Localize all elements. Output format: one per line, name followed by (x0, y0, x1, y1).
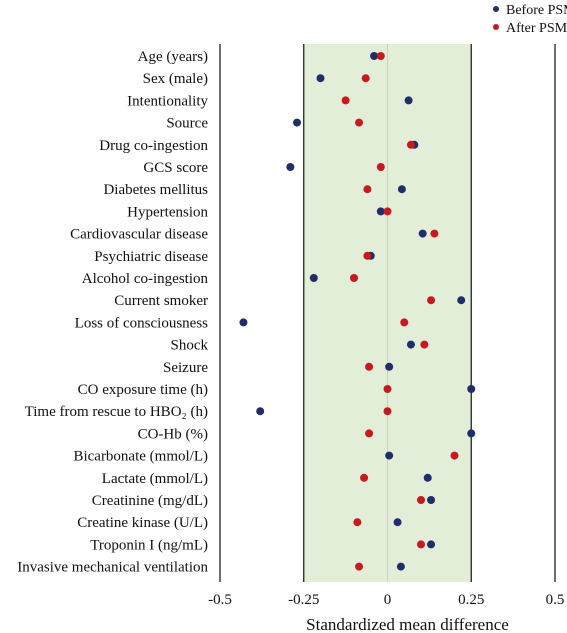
after-psm-point (420, 340, 429, 349)
after-psm-point (363, 251, 372, 260)
before-psm-point (467, 429, 476, 438)
before-psm-point (286, 163, 295, 171)
variable-label: Shock (171, 338, 209, 354)
variable-label: Bicarbonate (mmol/L) (73, 449, 208, 465)
before-psm-point (376, 207, 385, 216)
variable-label: Seizure (163, 360, 208, 376)
x-axis-label: Standardized mean difference (306, 615, 509, 633)
after-psm-point (355, 562, 364, 571)
before-psm-point (404, 96, 413, 105)
after-psm-point (427, 296, 436, 305)
variable-label: Psychiatric disease (94, 249, 208, 265)
before-psm-point (385, 451, 394, 460)
after-psm-point (450, 451, 459, 460)
legend-label: Before PSM (506, 3, 567, 18)
before-psm-point (397, 185, 406, 194)
before-psm-point (427, 496, 436, 504)
before-psm-point (370, 52, 379, 60)
after-psm-point (376, 163, 385, 171)
variable-label: Drug co-ingestion (99, 138, 208, 154)
before-psm-point (393, 518, 402, 527)
legend-marker (493, 24, 499, 30)
before-psm-point (316, 74, 325, 83)
variable-label: Cardiovascular disease (70, 227, 208, 243)
after-psm-point (363, 185, 372, 194)
legend-marker (493, 6, 499, 12)
after-psm-point (376, 52, 385, 60)
after-psm-point (360, 473, 369, 482)
variable-label: Creatinine (mg/dL) (92, 493, 208, 509)
before-psm-point (418, 229, 427, 238)
variable-label: Age (years) (138, 49, 208, 65)
after-psm-point (430, 229, 439, 238)
variable-label: CO exposure time (h) (78, 382, 208, 398)
after-psm-point (350, 274, 358, 282)
before-psm-point (406, 340, 415, 349)
x-tick-label: -0.25 (288, 592, 319, 608)
after-psm-point (383, 207, 392, 216)
after-psm-point (341, 96, 350, 105)
before-psm-point (239, 318, 248, 327)
before-psm-point (256, 407, 265, 416)
after-psm-point (383, 385, 392, 393)
before-psm-point (396, 562, 405, 571)
variable-label: CO-Hb (%) (138, 426, 208, 442)
after-psm-point (417, 540, 425, 549)
variable-label: Intentionality (127, 93, 208, 109)
before-psm-point (423, 473, 432, 482)
before-psm-point (293, 118, 302, 127)
variable-label: Alcohol co-ingestion (82, 271, 209, 287)
variable-label: Current smoker (114, 293, 208, 309)
after-psm-point (353, 518, 362, 527)
variable-label: Diabetes mellitus (103, 182, 208, 198)
variable-label: Troponin I (ng/mL) (90, 537, 208, 553)
before-psm-point (309, 274, 318, 282)
before-psm-point (385, 362, 394, 371)
variable-label: Sex (male) (143, 71, 208, 87)
variable-label: GCS score (143, 160, 208, 176)
before-psm-point (427, 540, 436, 549)
variable-label: Lactate (mmol/L) (102, 471, 208, 487)
variable-label: Hypertension (127, 204, 208, 220)
legend-label: After PSM (506, 21, 567, 36)
after-psm-point (383, 407, 392, 416)
x-tick-label: 0 (384, 592, 392, 608)
after-psm-point (417, 496, 425, 504)
before-psm-point (457, 296, 466, 305)
x-tick-label: 0.5 (546, 592, 565, 608)
after-psm-point (365, 362, 374, 371)
legend: Before PSM After PSM (493, 3, 567, 36)
variable-label: Source (166, 116, 208, 132)
after-psm-point (400, 318, 409, 327)
before-psm-point (467, 385, 476, 393)
variable-label: Invasive mechanical ventilation (17, 560, 208, 576)
variable-label: Creatine kinase (U/L) (77, 515, 208, 531)
after-psm-point (365, 429, 374, 438)
after-psm-point (361, 74, 370, 83)
after-psm-point (355, 118, 364, 127)
x-tick-label: -0.5 (208, 592, 232, 608)
x-tick-label: 0.25 (458, 592, 484, 608)
after-psm-point (406, 140, 415, 149)
variable-label: Loss of consciousness (75, 315, 208, 331)
variable-label: Time from rescue to HBO₂ (h) (25, 404, 208, 420)
